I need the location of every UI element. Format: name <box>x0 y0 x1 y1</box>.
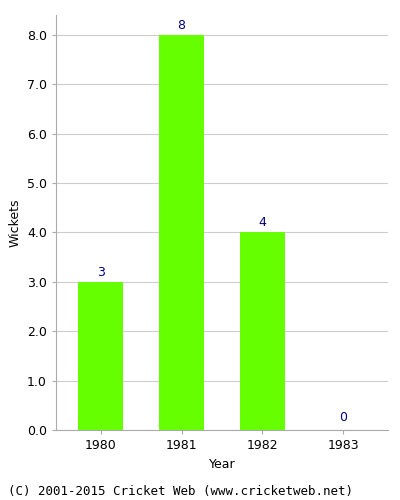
Bar <box>159 35 204 430</box>
Y-axis label: Wickets: Wickets <box>8 198 22 246</box>
Text: (C) 2001-2015 Cricket Web (www.cricketweb.net): (C) 2001-2015 Cricket Web (www.cricketwe… <box>8 484 353 498</box>
Text: 3: 3 <box>96 266 104 279</box>
Text: 0: 0 <box>340 411 348 424</box>
X-axis label: Year: Year <box>209 458 235 470</box>
Bar <box>240 232 285 430</box>
Bar <box>78 282 123 430</box>
Text: 8: 8 <box>178 19 186 32</box>
Text: 4: 4 <box>258 216 266 230</box>
